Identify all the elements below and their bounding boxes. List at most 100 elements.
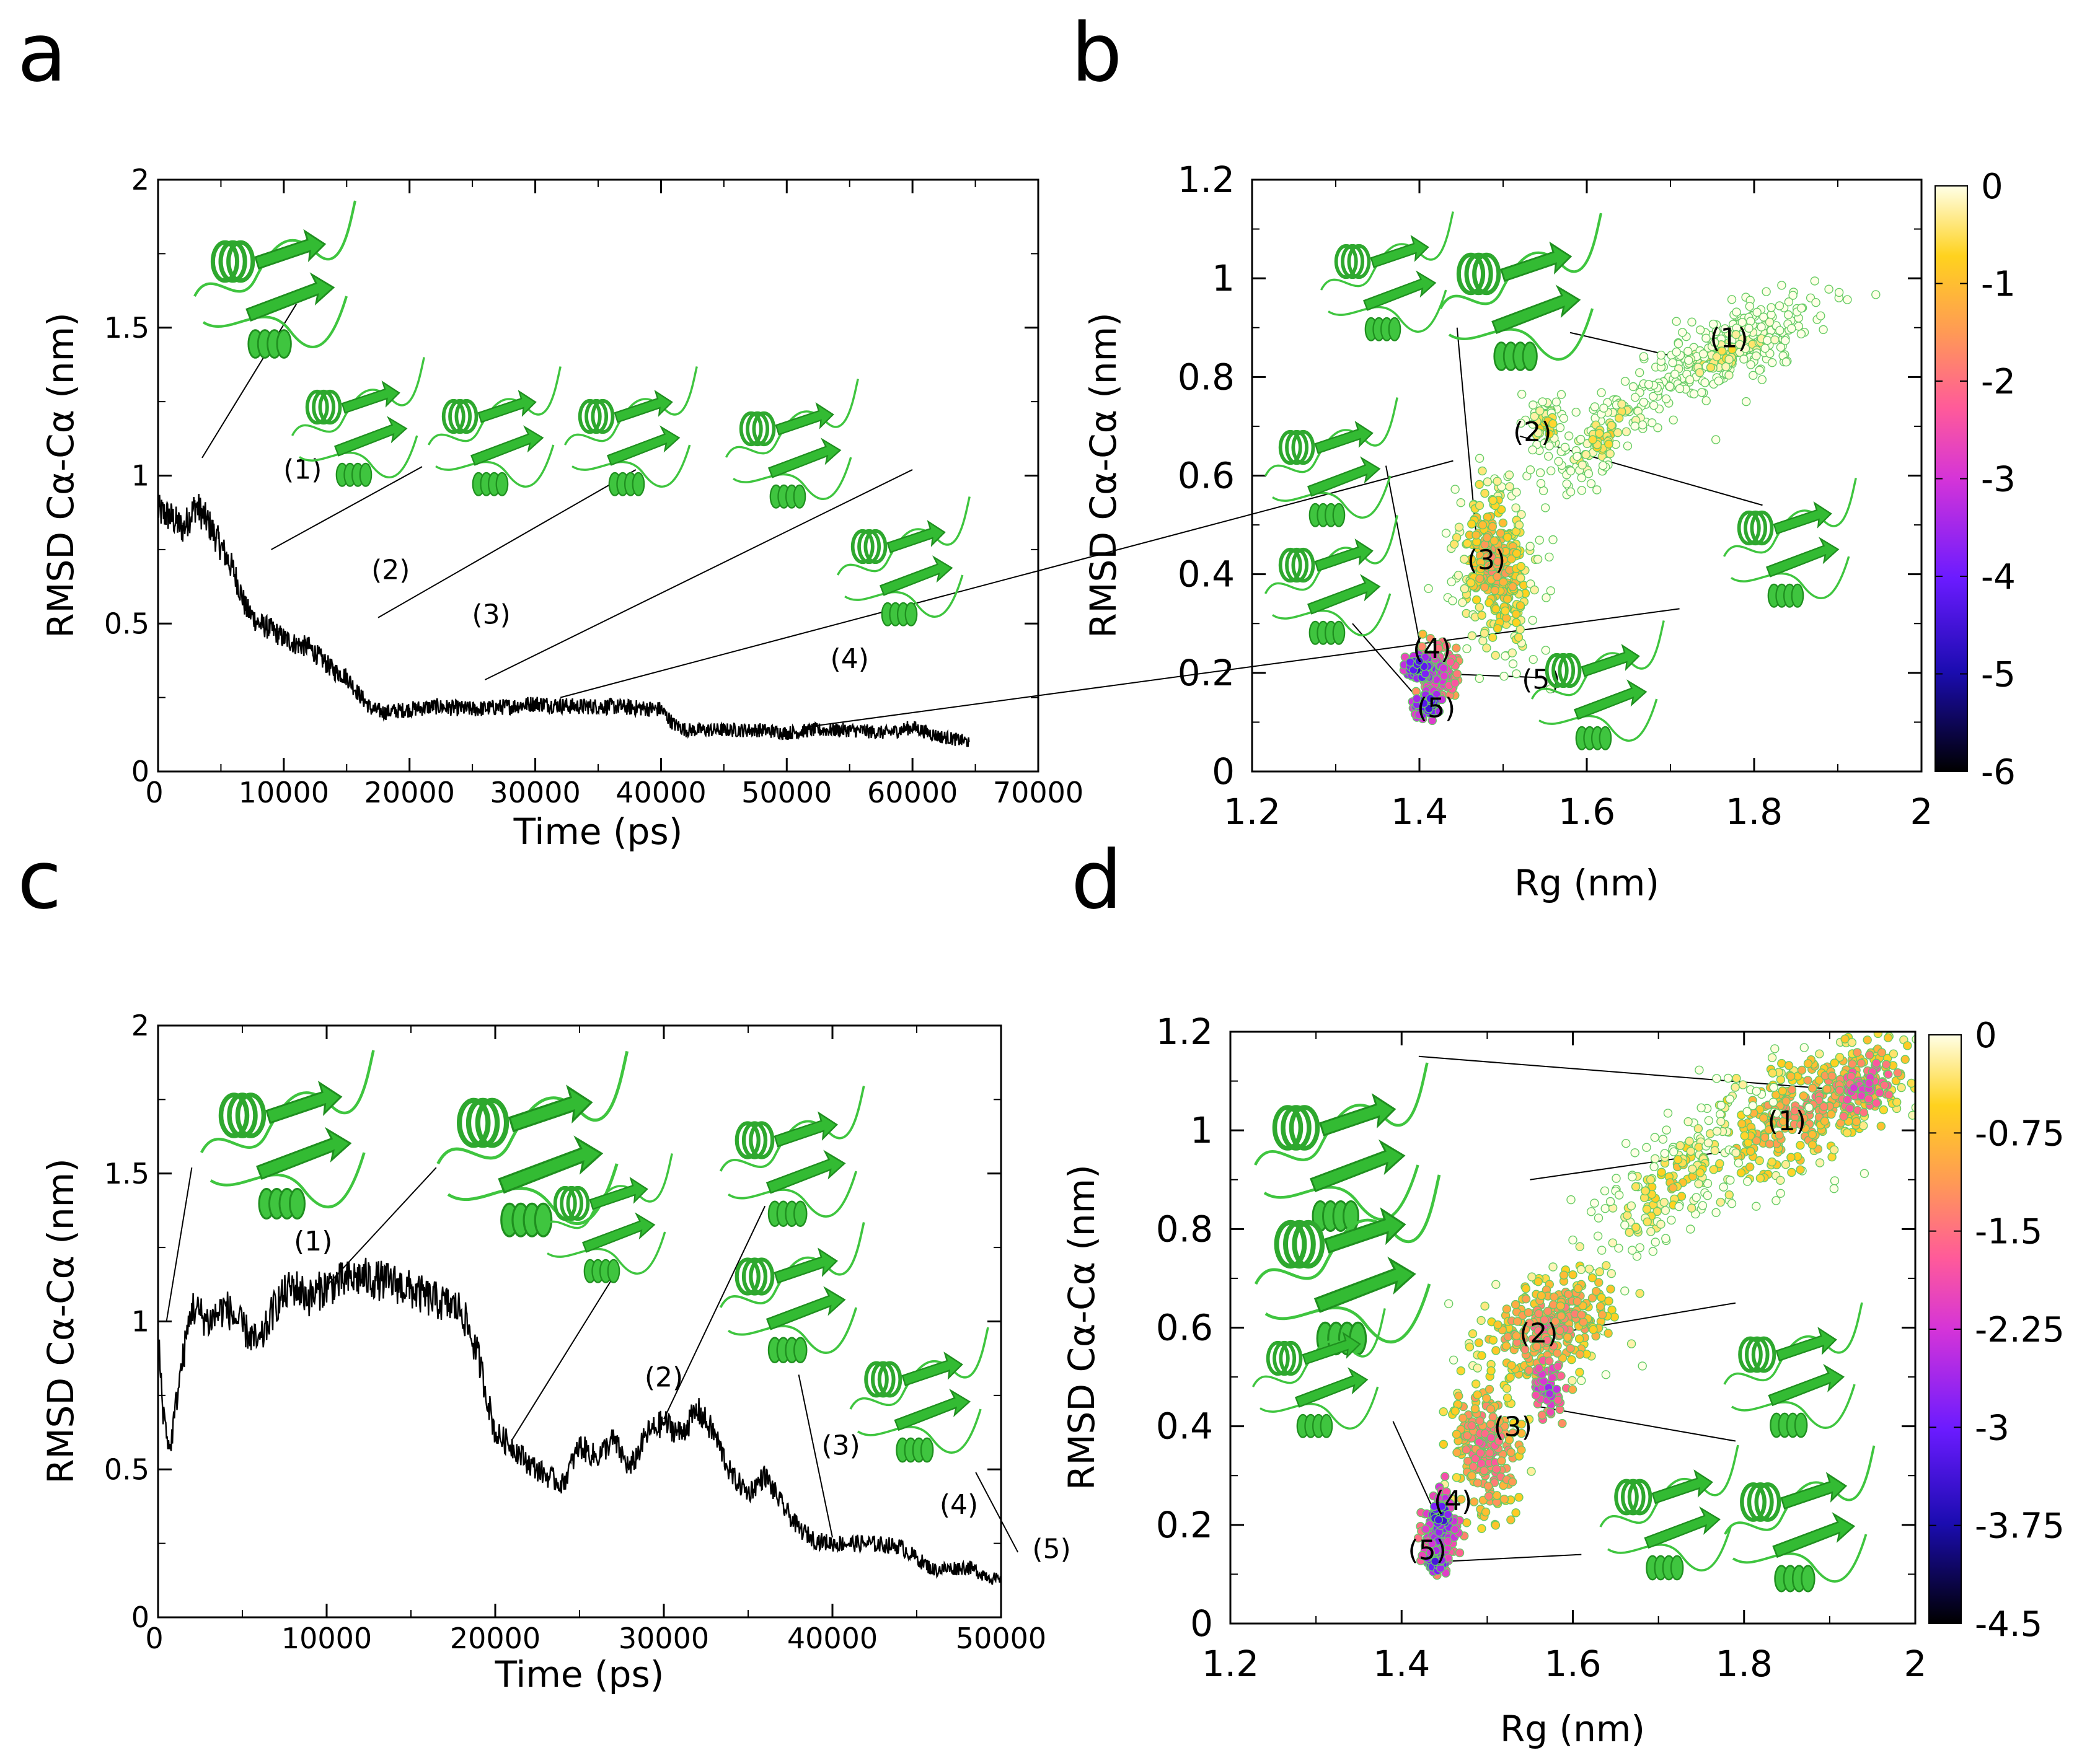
density-point-b [1454, 522, 1464, 532]
density-point-b [1445, 657, 1455, 667]
density-point-d [1847, 1038, 1857, 1047]
density-point-d [1548, 1300, 1558, 1309]
protein-structure-icon [1724, 1445, 1876, 1593]
density-point-b [1529, 654, 1538, 664]
density-point-b [1480, 488, 1489, 498]
protein-structure-icon [849, 1327, 989, 1463]
density-point-b [1439, 663, 1449, 673]
density-point-d [1612, 1174, 1621, 1183]
protein-structure-icon [719, 1086, 865, 1227]
y-tick-label-a: 1.5 [104, 311, 149, 345]
density-point-b [1717, 346, 1727, 356]
density-point-d [1465, 1342, 1475, 1351]
density-point-d [1552, 1384, 1561, 1394]
density-point-d [1775, 1130, 1784, 1140]
density-point-b [1525, 465, 1535, 475]
protein-structure-icon [563, 366, 698, 496]
density-point-d [1641, 1186, 1650, 1196]
density-point-d [1875, 1088, 1884, 1097]
density-point-d [1517, 1445, 1526, 1455]
density-point-d [1514, 1493, 1524, 1502]
colorbar-tick-label-b: -4 [1981, 557, 2016, 597]
x-tick-label-a: 70000 [993, 776, 1083, 809]
density-point-d [1884, 1070, 1893, 1079]
rmsd-series-c [158, 1257, 1001, 1585]
density-point-b [1462, 644, 1471, 654]
leader-line-d [1538, 1405, 1736, 1442]
density-point-d [1467, 1421, 1476, 1431]
density-point-d [1695, 1065, 1704, 1075]
density-point-b [1843, 295, 1852, 304]
density-point-d [1502, 1384, 1512, 1393]
annotation-label-d: (2) [1519, 1317, 1558, 1349]
protein-structure-icon [719, 1222, 865, 1363]
density-point-b [1466, 578, 1476, 587]
density-point-b [1787, 323, 1796, 333]
density-point-b [1454, 571, 1463, 580]
tick-labels-d: 1.2 1.4 1.6 1.8 2 0 0.2 0.4 0.6 0.8 1 1.2 [1156, 1011, 1927, 1685]
density-point-d [1900, 1055, 1910, 1064]
density-point-d [1860, 1169, 1869, 1179]
density-point-d [1781, 1159, 1791, 1169]
density-point-d [1566, 1343, 1575, 1353]
density-point-b [1577, 486, 1587, 495]
density-point-d [1480, 1466, 1489, 1475]
x-tick-label-d: 1.6 [1544, 1643, 1601, 1685]
y-tick-label-d: 0.2 [1156, 1504, 1213, 1546]
density-point-b [1566, 466, 1576, 476]
density-point-b [1746, 360, 1755, 369]
density-point-b [1434, 706, 1444, 716]
density-point-b [1775, 326, 1785, 335]
density-point-b [1511, 609, 1521, 619]
protein-structure-icon [1723, 478, 1857, 608]
density-point-d [1840, 1034, 1850, 1044]
density-point-b [1460, 555, 1469, 564]
density-point-d [1843, 1095, 1852, 1104]
density-point-d [1693, 1124, 1703, 1133]
density-point-b [1577, 460, 1587, 470]
density-point-b [1644, 380, 1654, 389]
density-point-b [1480, 582, 1489, 592]
density-point-d [1776, 1189, 1785, 1198]
density-point-b [1767, 358, 1777, 367]
density-point-b [1617, 399, 1626, 409]
y-tick-label-d: 1.2 [1156, 1011, 1213, 1053]
density-point-b [1687, 317, 1696, 327]
density-point-d [1476, 1448, 1485, 1458]
density-point-d [1815, 1158, 1825, 1167]
x-tick-label-a: 40000 [615, 776, 706, 809]
density-point-d [1715, 1159, 1724, 1169]
density-point-b [1493, 477, 1502, 486]
density-point-d [1650, 1133, 1660, 1142]
density-point-b [1496, 529, 1506, 538]
density-point-b [1675, 384, 1685, 393]
density-point-d [1426, 1548, 1436, 1557]
density-point-d [1797, 1065, 1807, 1075]
density-point-d [1742, 1107, 1752, 1117]
density-point-d [1864, 1094, 1873, 1104]
annotation-label-b: (2) [1513, 416, 1551, 448]
colorbar-tick-label-b: -2 [1981, 362, 2016, 402]
density-point-b [1732, 307, 1741, 317]
density-point-d [1710, 1146, 1720, 1156]
density-point-b [1426, 694, 1435, 703]
density-point-d [1764, 1125, 1774, 1135]
density-point-d [1449, 1355, 1458, 1365]
annotations-b: (1) (2) (3) (4) (5) [1413, 323, 1749, 724]
density-point-b [1620, 377, 1630, 386]
density-point-d [1597, 1293, 1606, 1303]
density-point-b [1439, 671, 1449, 681]
density-point-d [1491, 1521, 1501, 1530]
density-point-d [1486, 1404, 1496, 1413]
y-tick-label-b: 1 [1212, 257, 1235, 299]
density-point-d [1870, 973, 1878, 982]
density-point-b [1487, 552, 1496, 561]
y-tick-label-d: 0.6 [1156, 1307, 1213, 1349]
y-tick-label-a: 1 [131, 459, 149, 493]
density-point-d [1506, 1448, 1516, 1457]
density-point-d [1807, 1140, 1817, 1149]
density-point-d [1893, 1068, 1902, 1078]
density-point-b [1554, 457, 1563, 466]
density-point-d [1477, 1351, 1486, 1360]
density-point-b [1511, 503, 1520, 512]
